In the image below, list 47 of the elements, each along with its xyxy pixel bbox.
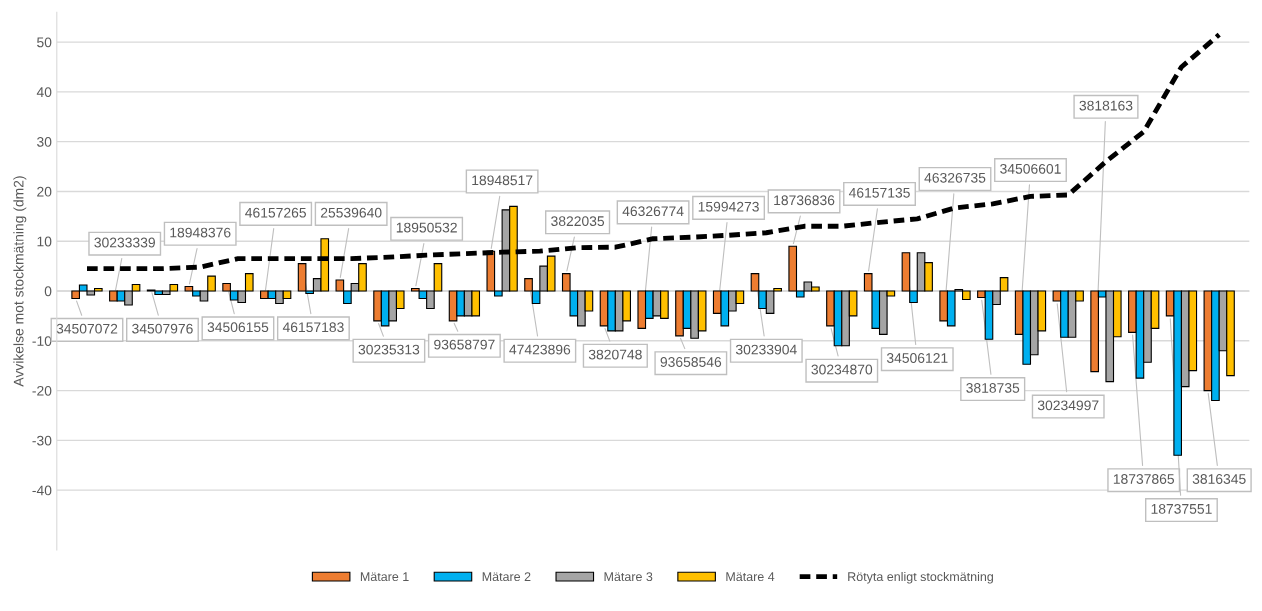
x-tick-label: 18948376 (170, 227, 231, 238)
x-tick-label: 34507072 (56, 323, 118, 334)
y-tick-label: -40 (32, 485, 52, 496)
x-tick-label: 3818735 (966, 382, 1020, 393)
legend-label: Rötyta enligt stockmätning (848, 571, 993, 584)
x-tick-label: 3816345 (1192, 474, 1246, 484)
x-tick-label: 34507976 (132, 323, 193, 334)
x-tick-label: 93658797 (434, 339, 495, 350)
x-tick-label: 18948517 (472, 175, 533, 186)
x-tick-label: 30234870 (811, 364, 873, 375)
legend-label: Mätare 3 (604, 572, 653, 582)
y-tick-label: 30 (37, 137, 52, 147)
x-tick-label: 93658546 (660, 357, 722, 367)
x-tick-label: 25539640 (320, 207, 382, 218)
x-tick-label: 18950532 (396, 222, 457, 233)
x-tick-label: 46157135 (848, 187, 910, 198)
y-axis-title: Avvikelse mot stockmätning (dm2) (13, 176, 27, 387)
x-tick-label: 46157183 (282, 322, 344, 333)
x-tick-label: 18737865 (1113, 474, 1175, 484)
y-tick-label: 50 (37, 37, 52, 48)
x-tick-label: 3820748 (588, 349, 642, 360)
y-tick-label: 20 (37, 186, 52, 197)
x-tick-label: 46157265 (245, 207, 306, 218)
x-tick-label: 3818163 (1079, 100, 1133, 111)
x-tick-label: 34506121 (886, 353, 948, 363)
y-tick-label: -10 (32, 336, 52, 346)
x-tick-label: 46326774 (622, 206, 684, 217)
y-tick-label: -30 (32, 435, 52, 446)
x-tick-label: 34506155 (207, 322, 269, 333)
y-tick-label: 40 (36, 87, 52, 98)
x-tick-label: 47423896 (509, 344, 571, 355)
x-tick-label: 30233904 (735, 344, 797, 355)
x-tick-label: 30235313 (358, 344, 420, 355)
x-tick-label: 34506601 (1000, 163, 1061, 174)
x-tick-label: 30234997 (1037, 400, 1099, 411)
x-tick-label: 3822035 (551, 216, 605, 227)
y-tick-label: 0 (44, 286, 52, 297)
y-tick-label: -20 (32, 385, 52, 396)
legend-label: Mätare 2 (482, 572, 531, 582)
x-tick-label: 46326735 (924, 172, 986, 183)
x-tick-label: 18737551 (1151, 503, 1212, 514)
legend-label: Mätare 1 (360, 572, 409, 582)
x-tick-label: 18736836 (774, 195, 835, 206)
x-tick-label: 15994273 (698, 201, 759, 212)
y-tick-label: 10 (37, 236, 52, 247)
x-tick-label: 30233339 (94, 237, 155, 248)
legend-label: Mätare 4 (726, 572, 775, 582)
